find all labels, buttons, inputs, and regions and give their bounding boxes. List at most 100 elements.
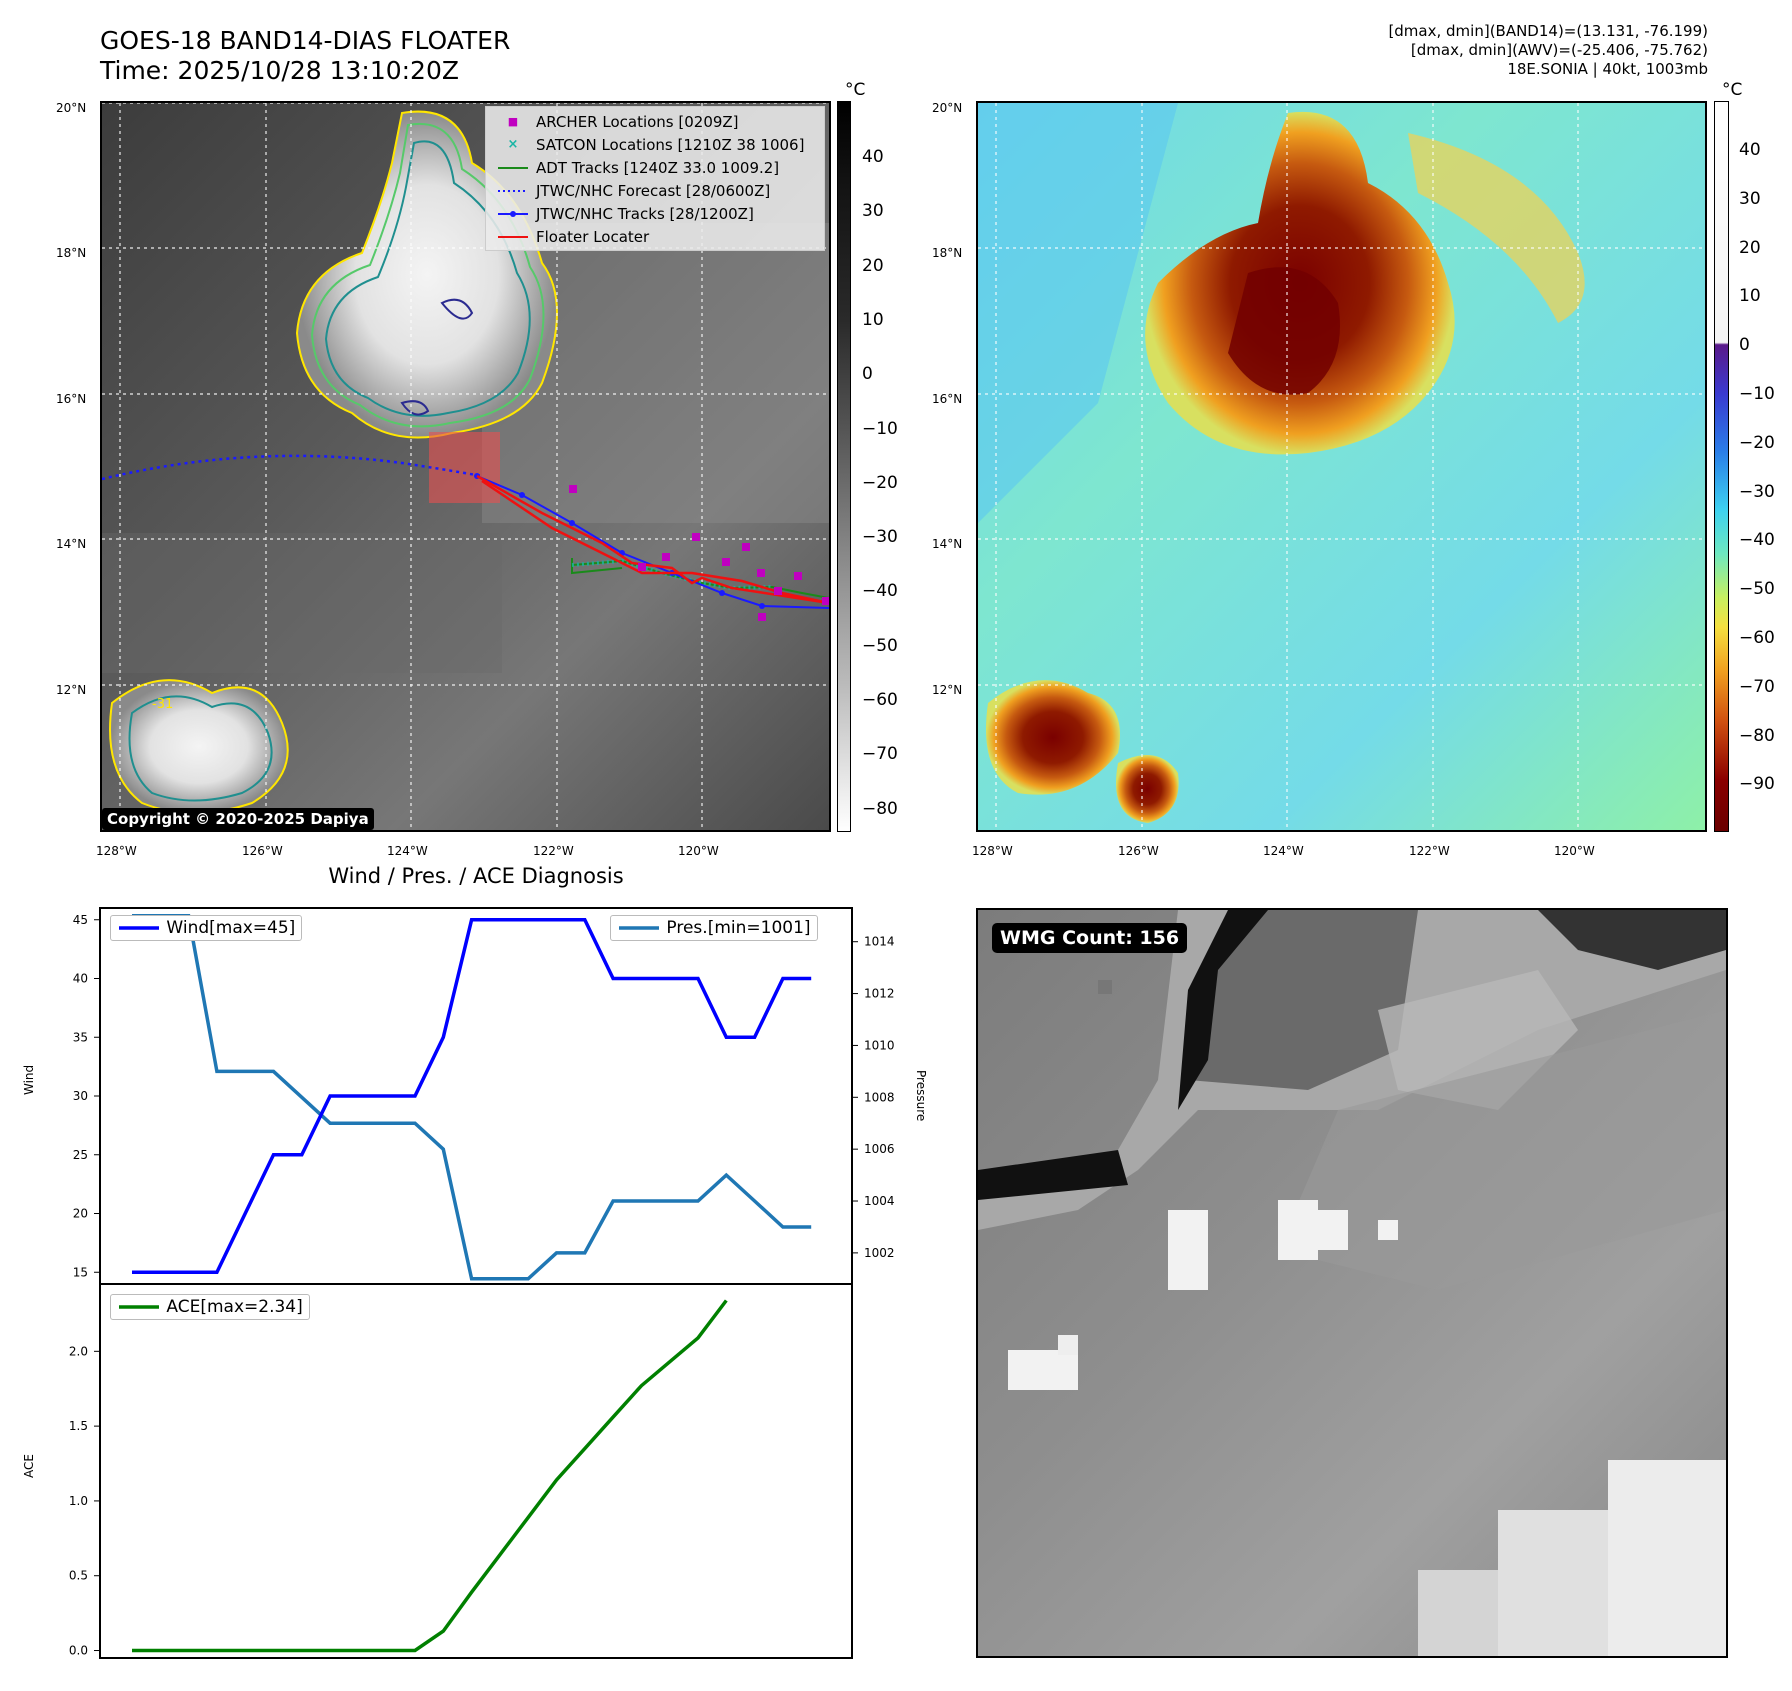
legend-item-satcon: × SATCON Locations [1210Z 38 1006]	[496, 134, 805, 154]
awv-colorbar	[1714, 101, 1729, 832]
info-awv: [dmax, dmin](AWV)=(-25.406, -75.762)	[1410, 41, 1708, 59]
awv-colorbar-tick-4: 0	[1739, 335, 1750, 356]
awv-lon-126: 126°W	[1118, 844, 1159, 858]
pressure-tick-label-1: 1004	[864, 1194, 895, 1208]
awv-colorbar-tick-3: 10	[1739, 286, 1761, 307]
awv-colorbar-tick-11: −70	[1739, 676, 1775, 697]
ir-colorbar-tick-0: 40	[862, 147, 884, 167]
awv-lon-124: 124°W	[1263, 844, 1304, 858]
ir-lat-16: 16°N	[56, 392, 87, 406]
awv-lon-120: 120°W	[1554, 844, 1595, 858]
wmg-image	[978, 910, 1726, 1656]
ir-lat-18: 18°N	[56, 246, 87, 260]
pressure-series-line	[132, 914, 812, 1281]
ir-lat-12: 12°N	[56, 683, 87, 697]
ir-lon-126: 126°W	[242, 844, 283, 858]
awv-colorbar-tick-8: −40	[1739, 530, 1775, 551]
wind-ylabel: Wind	[22, 1064, 36, 1095]
ir-colorbar-tick-9: −50	[862, 635, 898, 656]
dot-line-icon	[496, 204, 530, 224]
archer-points	[569, 485, 829, 621]
pressure-tick-label-4: 1010	[864, 1038, 895, 1052]
awv-colorbar-tick-9: −50	[1739, 579, 1775, 600]
awv-colorbar-unit: °C	[1722, 80, 1743, 100]
ir-colorbar-tick-8: −40	[862, 581, 898, 602]
wmg-count-badge: WMG Count: 156	[992, 923, 1188, 953]
ir-lon-128: 128°W	[96, 844, 137, 858]
ir-lon-122: 122°W	[533, 844, 574, 858]
awv-lon-122: 122°W	[1409, 844, 1450, 858]
pressure-legend-label: Pres.[min=1001]	[666, 918, 811, 938]
ace-tick-label-3: 1.5	[69, 1419, 88, 1433]
ir-colorbar-unit: °C	[845, 80, 866, 100]
awv-colorbar-tick-12: −80	[1739, 725, 1775, 746]
legend-item-jtwc: JTWC/NHC Tracks [28/1200Z]	[496, 203, 754, 223]
ir-colorbar-tick-1: 30	[862, 201, 884, 222]
ace-legend-swatch	[119, 1305, 159, 1309]
ir-colorbar-tick-3: 10	[862, 309, 884, 330]
ace-series-line	[132, 1299, 728, 1653]
ir-colorbar-tick-5: −10	[862, 418, 898, 439]
legend-item-adt: ADT Tracks [1240Z 33.0 1009.2]	[496, 157, 779, 177]
legend-item-floater: Floater Locater	[496, 226, 649, 246]
info-block: [dmax, dmin](BAND14)=(13.131, -76.199) […	[1108, 22, 1708, 79]
wind-legend-label: Wind[max=45]	[166, 918, 296, 938]
awv-lat-12: 12°N	[932, 683, 963, 697]
wind-legend: Wind[max=45]	[110, 915, 303, 941]
ace-tick-label-1: 0.5	[69, 1569, 88, 1583]
awv-colorbar-tick-0: 40	[1739, 140, 1761, 160]
ace-ylabel: ACE	[22, 1454, 36, 1478]
ir-colorbar-tick-6: −20	[862, 472, 898, 493]
pressure-tick-label-2: 1006	[864, 1142, 895, 1156]
copyright-badge: Copyright © 2020-2025 Dapiya	[102, 808, 374, 830]
ir-colorbar-tick-10: −60	[862, 690, 898, 710]
wind-tick-label-4: 35	[73, 1030, 88, 1044]
ace-legend: ACE[max=2.34]	[110, 1294, 310, 1320]
pressure-legend-swatch	[619, 926, 659, 930]
wind-pressure-frame	[99, 907, 853, 1285]
pressure-tick-label-0: 1002	[864, 1246, 895, 1260]
ir-lat-14: 14°N	[56, 537, 87, 551]
ir-colorbar-tick-2: 20	[862, 255, 884, 276]
jtwc-track	[476, 475, 829, 609]
dotted-line-icon	[496, 181, 530, 201]
ir-lon-124: 124°W	[387, 844, 428, 858]
info-band14: [dmax, dmin](BAND14)=(13.131, -76.199)	[1388, 22, 1708, 40]
wind-axis: 15 20 25 30 35 40 45	[73, 913, 100, 1279]
wind-tick-label-2: 25	[73, 1148, 88, 1162]
ace-tick-label-4: 2.0	[69, 1344, 88, 1358]
awv-map-panel	[976, 101, 1707, 832]
legend-item-forecast: JTWC/NHC Forecast [28/0600Z]	[496, 180, 770, 200]
awv-gridlines	[978, 103, 1705, 830]
ir-map-panel: -31	[100, 101, 831, 832]
floater-box	[429, 432, 500, 503]
ir-legend: ■ ARCHER Locations [0209Z] × SATCON Locati…	[485, 106, 825, 251]
pressure-tick-label-3: 1008	[864, 1090, 895, 1104]
awv-colorbar-tick-10: −60	[1739, 628, 1775, 648]
ir-colorbar	[837, 101, 851, 832]
ace-axis: 0.0 0.5 1.0 1.5 2.0	[69, 1344, 100, 1658]
awv-lon-128: 128°W	[972, 844, 1013, 858]
ir-colorbar-tick-11: −70	[862, 744, 898, 765]
square-icon: ■	[507, 114, 519, 128]
line-icon	[496, 158, 530, 178]
pressure-tick-label-6: 1014	[864, 935, 895, 949]
info-storm: 18E.SONIA | 40kt, 1003mb	[1507, 60, 1708, 78]
awv-colorbar-tick-6: −20	[1739, 432, 1775, 453]
legend-item-archer: ■ ARCHER Locations [0209Z]	[496, 111, 739, 131]
ir-lat-20: 20°N	[56, 101, 87, 115]
awv-colorbar-tick-1: 30	[1739, 188, 1761, 209]
wind-tick-label-5: 40	[73, 972, 88, 986]
diag-title: Wind / Pres. / ACE Diagnosis	[328, 864, 624, 888]
ir-colorbar-tick-12: −80	[862, 798, 898, 819]
ace-tick-label-2: 1.0	[69, 1494, 88, 1508]
awv-map-image	[978, 103, 1705, 830]
ace-legend-label: ACE[max=2.34]	[166, 1297, 303, 1317]
awv-colorbar-tick-2: 20	[1739, 237, 1761, 258]
awv-lat-18: 18°N	[932, 246, 963, 260]
awv-colorbar-tick-13: −90	[1739, 774, 1775, 795]
wind-legend-swatch	[119, 926, 159, 930]
awv-lat-20: 20°N	[932, 101, 963, 115]
wind-tick-label-1: 20	[73, 1207, 88, 1221]
